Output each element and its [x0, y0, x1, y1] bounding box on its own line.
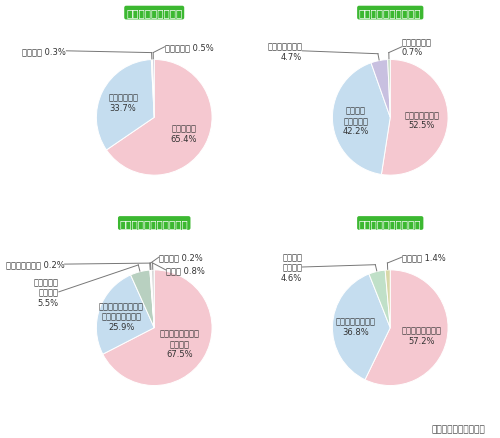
Text: あまりない 0.5%: あまりない 0.5%	[164, 43, 214, 52]
Text: とてもある
65.4%: とてもある 65.4%	[170, 124, 197, 143]
Text: 新エネルギーへの関心: 新エネルギーへの関心	[359, 219, 422, 229]
Wedge shape	[388, 60, 390, 118]
Text: まあまあ
知っている
42.2%: まあまあ 知っている 42.2%	[342, 106, 369, 136]
Text: 既に使用
している
4.6%: 既に使用 している 4.6%	[281, 253, 302, 282]
Wedge shape	[130, 270, 154, 328]
Text: 全くない 0.3%: 全くない 0.3%	[22, 47, 66, 56]
Wedge shape	[385, 270, 390, 328]
Text: （太陽光発電の場合）: （太陽光発電の場合）	[431, 424, 485, 434]
Wedge shape	[150, 270, 154, 328]
Text: 名前は知っている
36.8%: 名前は知っている 36.8%	[336, 317, 376, 336]
Wedge shape	[96, 276, 154, 354]
Wedge shape	[371, 60, 390, 118]
Wedge shape	[152, 270, 154, 328]
Text: エネルギー問題の認識: エネルギー問題の認識	[359, 9, 422, 18]
Wedge shape	[150, 270, 154, 328]
Text: 地球温暖化への関心: 地球温暖化への関心	[126, 9, 182, 18]
Text: 他の地域に
合わせる
5.5%: 他の地域に 合わせる 5.5%	[34, 277, 59, 307]
Wedge shape	[332, 274, 390, 380]
Wedge shape	[106, 60, 212, 176]
Wedge shape	[365, 270, 448, 385]
Text: 経済性を見ながら
行うべき
67.5%: 経済性を見ながら 行うべき 67.5%	[160, 329, 200, 358]
Text: まあまあある
33.7%: まあまあある 33.7%	[108, 93, 138, 112]
Text: 必要ない 0.2%: 必要ない 0.2%	[159, 253, 202, 262]
Text: 内容も知っている
57.2%: 内容も知っている 57.2%	[401, 325, 441, 345]
Wedge shape	[96, 60, 154, 151]
Text: 知らない 1.4%: 知らない 1.4%	[402, 253, 446, 262]
Wedge shape	[103, 270, 212, 385]
Text: コストはかかっても
積極的に行うべき
25.9%: コストはかかっても 積極的に行うべき 25.9%	[99, 302, 144, 332]
Text: 民間にまかせる 0.2%: 民間にまかせる 0.2%	[6, 260, 64, 269]
Wedge shape	[382, 60, 448, 176]
Wedge shape	[152, 60, 154, 118]
Text: 市は積極的に取組むべき: 市は積極的に取組むべき	[120, 219, 188, 229]
Wedge shape	[332, 64, 390, 175]
Text: あまり知らない
4.7%: あまり知らない 4.7%	[268, 42, 302, 61]
Text: その他 0.8%: その他 0.8%	[166, 266, 204, 275]
Text: よく知っている
52.5%: よく知っている 52.5%	[404, 111, 440, 130]
Wedge shape	[369, 271, 390, 328]
Wedge shape	[152, 60, 154, 118]
Text: 全く知らない
0.7%: 全く知らない 0.7%	[402, 38, 432, 57]
